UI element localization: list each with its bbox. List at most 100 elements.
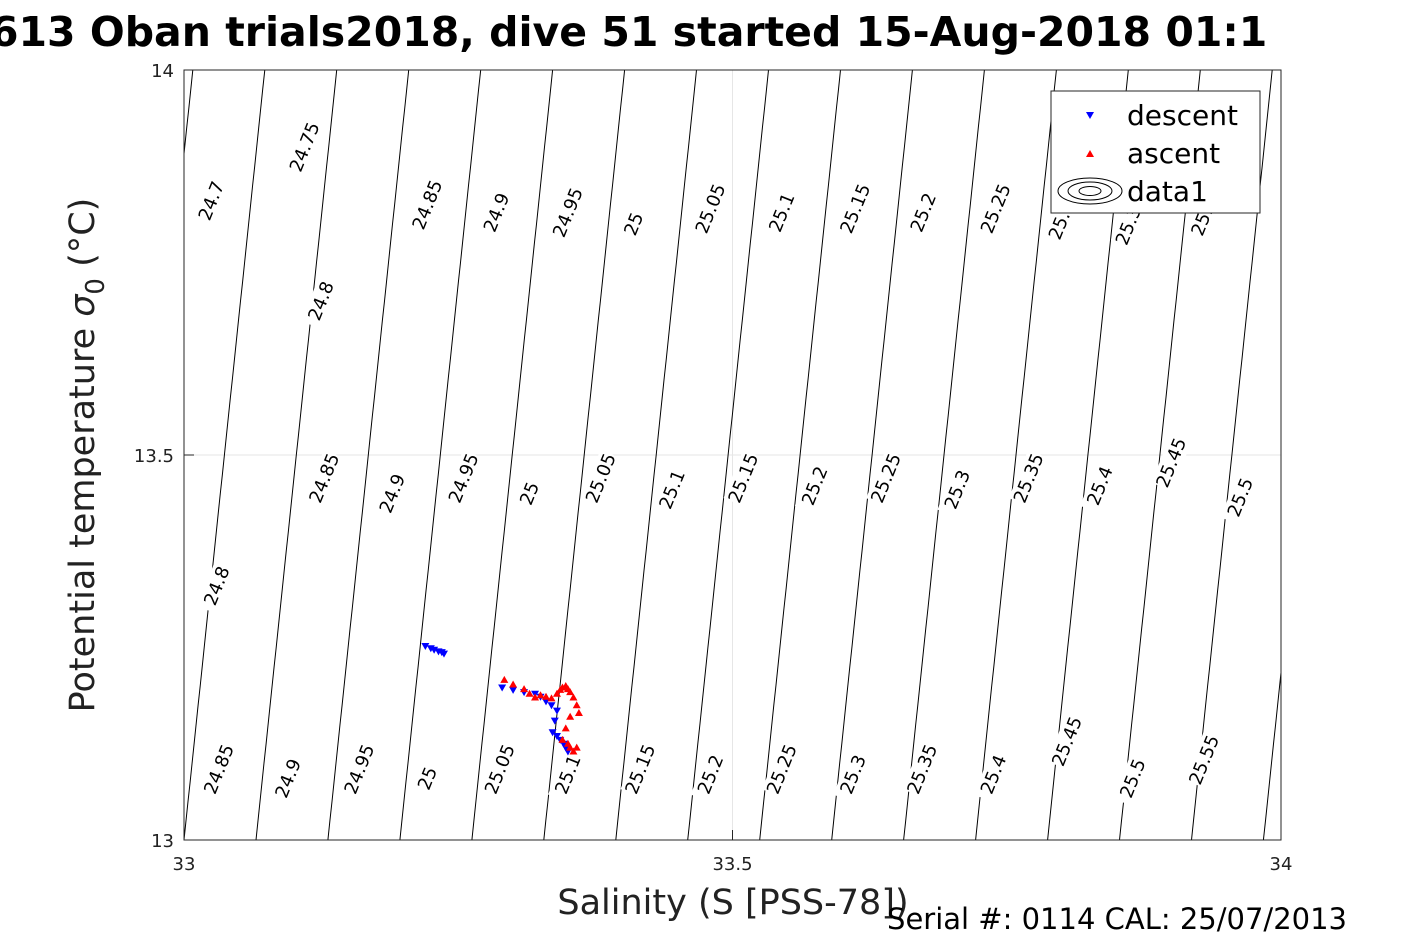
descent-point — [547, 702, 556, 710]
x-axis-label: Salinity (S [PSS-78]) — [557, 883, 908, 923]
contour-label-bg — [284, 118, 325, 176]
contour-label-bg — [476, 184, 517, 241]
descent-point — [509, 686, 518, 694]
contour-label-bg — [613, 195, 654, 253]
legend-ascent-marker — [1086, 150, 1094, 157]
isopycnal-line — [255, 70, 338, 840]
axis-ticks — [183, 69, 1282, 841]
contour-label-bg — [1080, 457, 1120, 515]
contour-label-bg — [191, 172, 232, 230]
contour-label-bg — [443, 449, 484, 507]
contour-label-bg — [620, 740, 661, 798]
contour-label-bg — [304, 449, 345, 507]
isopycnal-line — [687, 70, 769, 840]
ascent-point — [536, 691, 545, 699]
isopycnal-line — [471, 70, 554, 840]
ascent-point — [574, 708, 583, 716]
contour-label-bg — [407, 750, 448, 807]
ascent-point — [520, 685, 529, 693]
contour-label-bg — [761, 740, 802, 798]
legend-descent-marker — [1086, 112, 1094, 119]
ascent-point — [547, 694, 556, 702]
isopycnal-line — [327, 70, 410, 840]
legend-descent-label: descent — [1127, 99, 1238, 132]
contour-label-bg — [339, 740, 380, 798]
y-tick-label: 13.5 — [134, 446, 174, 467]
ascent-point — [566, 688, 575, 696]
contour-label-bg — [268, 750, 309, 807]
isopycnal-line — [1335, 70, 1416, 840]
ascent-point — [569, 693, 578, 701]
contour-label-bg — [301, 272, 342, 330]
contour-label-bg — [794, 457, 835, 515]
y-tick-label: 14 — [151, 61, 174, 82]
contour-label-bg — [1047, 713, 1088, 770]
ascent-point — [566, 712, 575, 720]
contour-label-bg — [937, 461, 978, 518]
contour-label-bg — [690, 746, 731, 803]
descent-point — [542, 698, 551, 706]
contour-label-bg — [833, 746, 874, 803]
contour-label-bg — [372, 465, 413, 522]
contour-label-bg — [835, 180, 876, 237]
ascent-point — [542, 692, 551, 700]
y-axis-label-sigma: σ — [63, 293, 103, 317]
contour-label-bg — [902, 740, 943, 798]
descent-point — [552, 707, 561, 715]
legend-data1-contour-icon — [1057, 177, 1123, 205]
descent-point — [552, 733, 561, 741]
contour-label-bg — [1112, 750, 1153, 807]
ascent-point — [569, 747, 578, 755]
descent-point — [439, 650, 448, 658]
contour-label-bg — [690, 180, 731, 237]
isopycnal-line — [975, 70, 1057, 840]
ascent-point — [561, 724, 570, 732]
y-axis-label-subscript: 0 — [81, 278, 111, 295]
x-tick-label: 33.5 — [712, 854, 752, 875]
contour-label-bg — [407, 176, 448, 234]
contour-label-bg — [652, 461, 693, 518]
descent-point — [548, 729, 557, 737]
x-tick-label: 33 — [173, 854, 196, 875]
contour-label-bg — [580, 449, 621, 507]
descent-point — [421, 642, 430, 650]
x-tick-label: 34 — [1270, 854, 1293, 875]
isopycnal-line — [1262, 667, 1281, 840]
isopycnal-line — [615, 70, 697, 840]
y-axis-label-unit: (°C) — [63, 198, 103, 278]
ascent-point — [500, 675, 509, 683]
contour-label-bg — [761, 184, 802, 241]
isopycnal-line — [831, 70, 913, 840]
contour-label-bg — [1184, 731, 1225, 789]
contour-label-bg — [975, 180, 1016, 237]
ascent-point — [552, 689, 561, 697]
isopycnal-line — [399, 70, 482, 840]
ascent-point — [531, 693, 540, 701]
descent-point — [550, 717, 559, 725]
contour-label-bg — [548, 746, 588, 803]
contour-label-bg — [548, 184, 588, 241]
chart-title: 613 Oban trials2018, dive 51 started 15-… — [0, 8, 1267, 56]
ascent-point — [566, 743, 575, 751]
contour-label-bg — [199, 740, 240, 798]
isopycnal-line — [1407, 70, 1417, 840]
y-axis-label-main: Potential temperature — [63, 317, 103, 713]
legend-box — [1050, 90, 1261, 214]
descent-point — [498, 684, 507, 692]
data-markers — [421, 642, 583, 756]
isopycnal-line — [903, 70, 985, 840]
svg-text:Potential temperature σ0 (°C): Potential temperature σ0 (°C) — [63, 198, 111, 713]
contour-label-bg — [1220, 469, 1261, 526]
contour-label-bg — [866, 449, 907, 507]
contour-label-bg — [1151, 434, 1192, 491]
contour-label-bg — [196, 557, 237, 615]
ascent-point — [525, 689, 534, 697]
isopycnal-line — [0, 70, 49, 840]
contour-label-bg — [509, 465, 550, 522]
ascent-point — [558, 735, 567, 743]
contour-label-bg — [723, 449, 764, 507]
isopycnal-line — [184, 70, 266, 840]
legend-ascent-label: ascent — [1127, 137, 1220, 170]
isopycnal-line — [759, 70, 841, 840]
